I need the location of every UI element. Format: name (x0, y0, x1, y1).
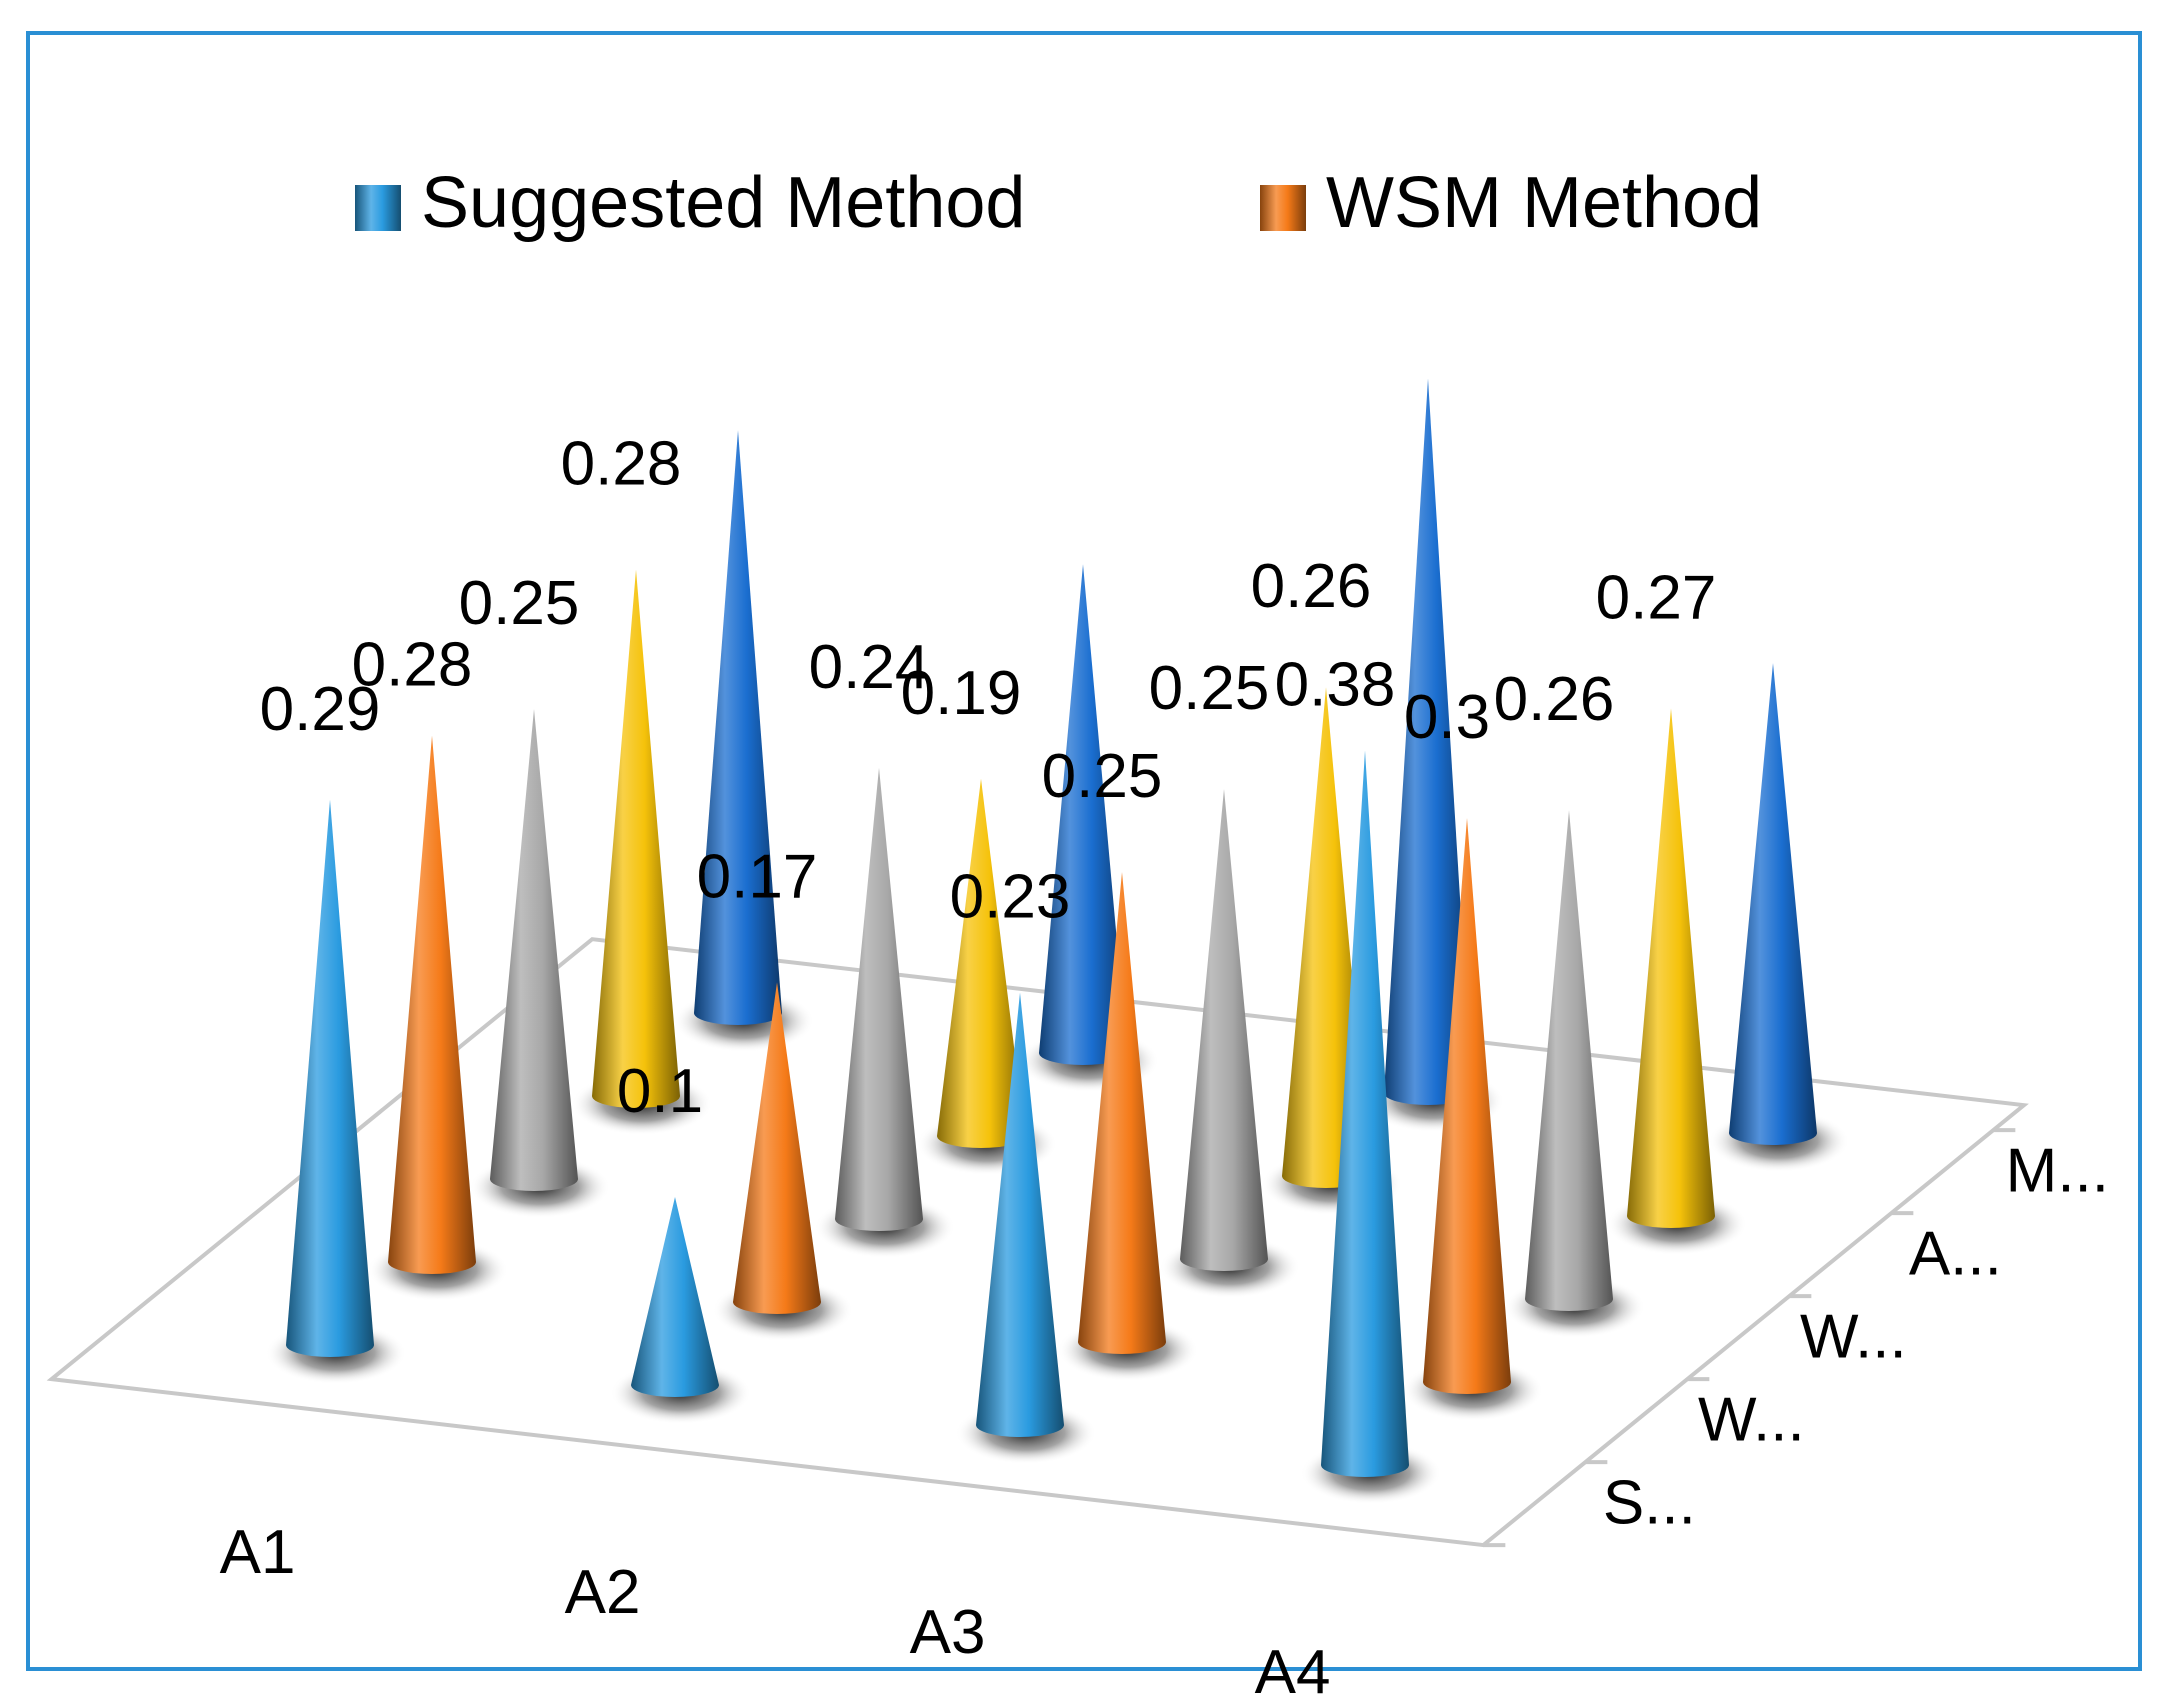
cone-wsm-method-a1 (388, 735, 476, 1274)
data-label: 0.29 (260, 675, 381, 744)
cone-wsm-method-a3 (1078, 872, 1166, 1354)
category-label-a1: A1 (220, 1518, 296, 1587)
cone-body (1180, 789, 1268, 1271)
data-label: 0.28 (352, 631, 473, 700)
data-label: 0.24 (809, 633, 930, 702)
depth-label: S... (1603, 1469, 1696, 1538)
depth-axis-labels: S...W...W...A...M... (1603, 1137, 2109, 1538)
data-label: 0.23 (950, 863, 1071, 932)
data-label: 0.26 (1494, 665, 1615, 734)
cone-body (1039, 564, 1127, 1065)
category-label-a2: A2 (565, 1558, 641, 1627)
data-label: 0.27 (1596, 563, 1717, 632)
cone-series-4-a3 (1384, 378, 1472, 1106)
data-label: 0.3 (1404, 683, 1490, 752)
cone-series-4-a2 (1039, 564, 1127, 1065)
cone-body (976, 992, 1064, 1437)
cone-body (631, 1197, 719, 1397)
cone-body (937, 778, 1025, 1148)
cone-series-2-a3 (1180, 789, 1268, 1271)
cone-series-4-a4 (1729, 663, 1817, 1145)
cone-wsm-method-a2 (733, 982, 821, 1314)
cone-series-2-a2 (835, 767, 923, 1231)
legend-swatch (1260, 185, 1306, 231)
data-label: 0.19 (901, 659, 1022, 728)
cone-suggested-method-a2 (631, 1197, 719, 1397)
data-label: 0.38 (1275, 651, 1396, 720)
data-label: 0.1 (617, 1057, 703, 1126)
cone-body (592, 569, 680, 1108)
cone-suggested-method-a4 (1321, 750, 1409, 1477)
data-label: 0.25 (1042, 742, 1163, 811)
data-label: 0.17 (697, 842, 818, 911)
cone-series-3-a2 (937, 778, 1025, 1148)
data-label: 0.28 (561, 430, 682, 499)
depth-axis-ticks (1483, 1128, 2016, 1548)
data-label: 0.26 (1251, 552, 1372, 621)
cone-wsm-method-a4 (1423, 818, 1511, 1394)
cone-body (388, 735, 476, 1274)
depth-label: M... (2006, 1137, 2109, 1206)
cone-series-2-a1 (490, 709, 578, 1191)
legend: Suggested Method WSM Method (355, 163, 1762, 243)
data-label: 0.25 (459, 569, 580, 638)
legend-swatch (355, 185, 401, 231)
cone-body (835, 767, 923, 1231)
cone-suggested-method-a1 (286, 799, 374, 1357)
category-label-a3: A3 (910, 1598, 986, 1667)
cone-body (1078, 872, 1166, 1354)
cone-series-3-a4 (1627, 708, 1715, 1228)
data-label: 0.25 (1149, 654, 1270, 723)
cone-body (1525, 810, 1613, 1311)
cone-body (694, 430, 782, 1025)
cones (286, 378, 1817, 1477)
cone-body (1423, 818, 1511, 1394)
cone-body (286, 799, 374, 1357)
cone-series-4-a1 (694, 430, 782, 1025)
cone-body (1384, 378, 1472, 1106)
cone-suggested-method-a3 (976, 992, 1064, 1437)
cone-body (733, 982, 821, 1314)
cone-series-2-a4 (1525, 810, 1613, 1311)
depth-label: W... (1698, 1386, 1805, 1455)
category-axis-labels: A1 A2 A3 A4 (220, 1518, 1331, 1705)
legend-label: WSM Method (1326, 163, 1762, 243)
depth-label: W... (1800, 1303, 1907, 1372)
category-label-a4: A4 (1255, 1638, 1331, 1705)
cone-body (1729, 663, 1817, 1145)
depth-label: A... (1909, 1220, 2002, 1289)
cone-body (490, 709, 578, 1191)
cone-body (1627, 708, 1715, 1228)
data-labels: 0.290.280.250.280.10.170.240.190.230.250… (260, 430, 1717, 1126)
cone-series-3-a1 (592, 569, 680, 1108)
legend-label: Suggested Method (421, 163, 1025, 243)
cone-body (1321, 750, 1409, 1477)
